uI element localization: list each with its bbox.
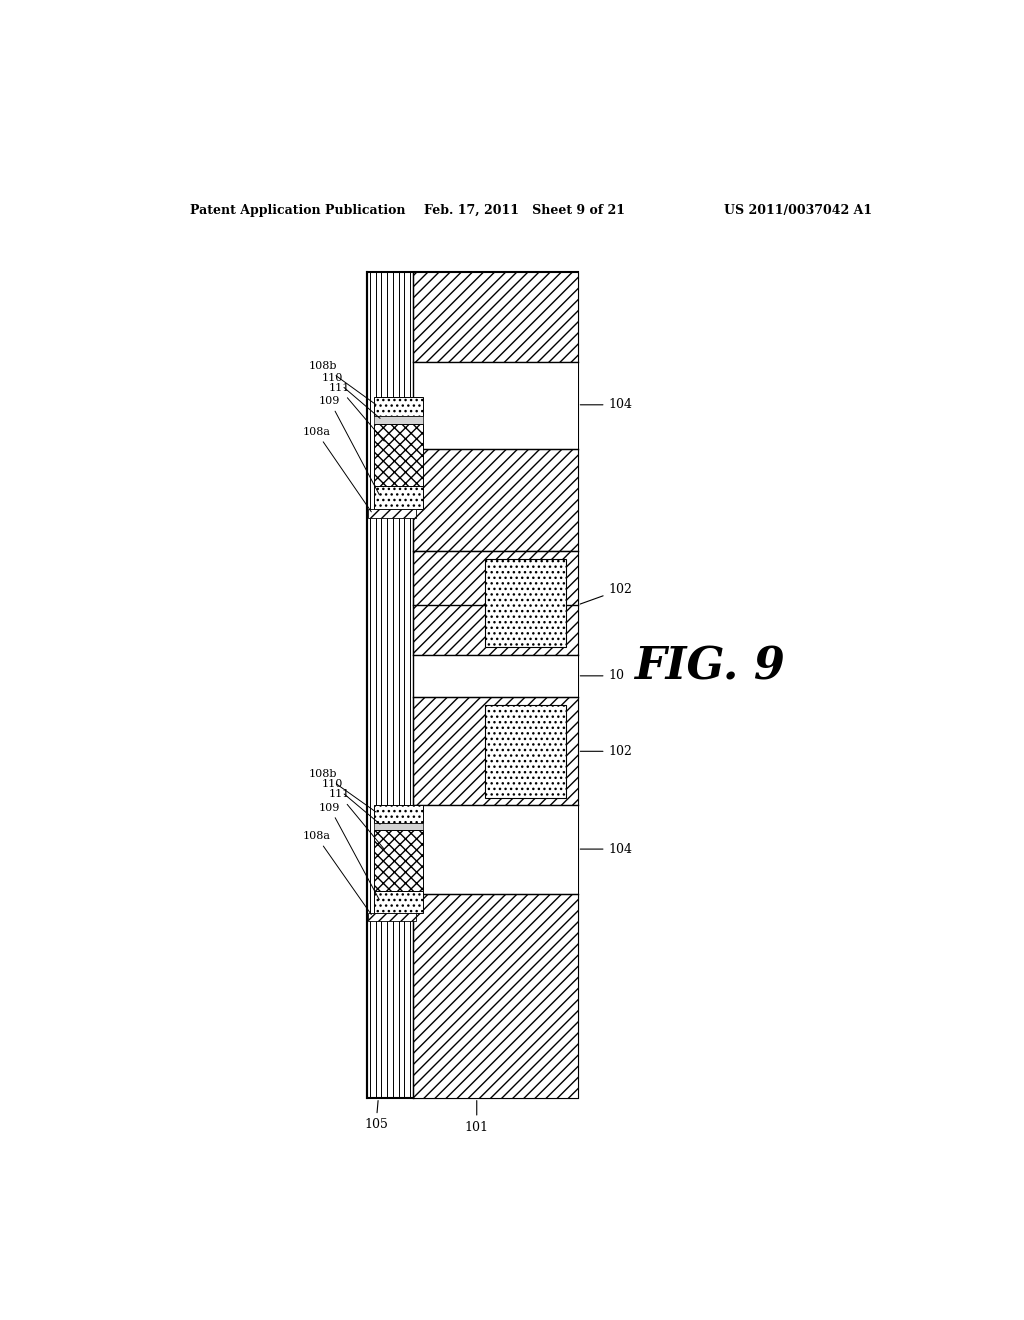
Text: 104: 104 [581,399,633,412]
Text: 109: 109 [318,396,379,495]
Bar [375,424,423,486]
Bar [484,558,566,647]
Bar [375,830,423,891]
Text: 102: 102 [581,744,633,758]
Bar [414,552,578,655]
Text: 105: 105 [365,1101,388,1131]
Text: 101: 101 [465,1101,488,1134]
Text: Patent Application Publication: Patent Application Publication [190,205,406,218]
Bar [414,697,578,805]
Text: 108b: 108b [309,362,376,405]
Bar [367,272,578,1098]
Bar [414,450,578,552]
Bar [375,397,423,416]
Bar [414,363,578,449]
Bar [375,822,423,830]
Bar [414,655,578,697]
Bar [375,891,423,913]
Text: 104: 104 [581,842,633,855]
Text: Feb. 17, 2011   Sheet 9 of 21: Feb. 17, 2011 Sheet 9 of 21 [424,205,626,218]
Bar [369,913,416,921]
Text: 110: 110 [323,779,380,824]
Text: 108b: 108b [309,770,376,812]
Bar [414,805,578,894]
Bar [414,272,578,363]
Text: 110: 110 [323,372,380,418]
Bar [375,805,423,822]
Text: 10: 10 [581,669,625,682]
Text: 109: 109 [318,803,379,900]
Bar [375,486,423,508]
Text: US 2011/0037042 A1: US 2011/0037042 A1 [724,205,872,218]
Text: 102: 102 [581,583,633,605]
Bar [484,705,566,797]
Text: 108a: 108a [302,426,372,512]
Bar [375,416,423,424]
Bar [414,552,578,605]
Text: 111: 111 [329,789,384,849]
Bar [414,894,578,1098]
Text: 108a: 108a [302,832,372,915]
Bar [369,508,416,517]
Text: FIG. 9: FIG. 9 [634,645,784,688]
Text: 111: 111 [329,383,384,441]
